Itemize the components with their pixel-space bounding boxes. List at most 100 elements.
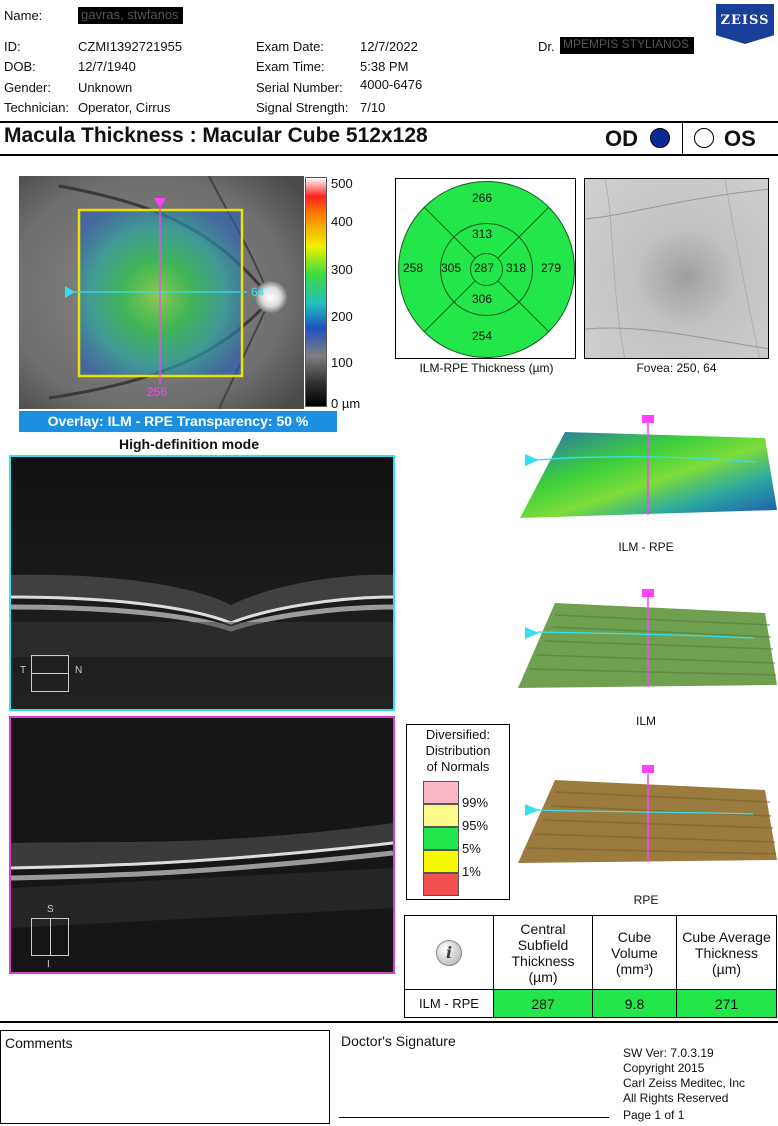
summary-table: i Central Subfield Thickness (µm) Cube V… <box>404 915 777 1018</box>
mode-label: High-definition mode <box>119 436 259 452</box>
horizontal-bscan-svg <box>11 457 393 709</box>
value-cube-average: 271 <box>676 989 777 1018</box>
normals-title-2: Distribution <box>425 743 491 758</box>
exam-date-label: Exam Date: <box>256 39 324 54</box>
thickness-color-scale <box>305 177 327 407</box>
header-central-subfield: Central Subfield Thickness (µm) <box>493 915 593 990</box>
row-label-ilm-rpe: ILM - RPE <box>404 989 494 1018</box>
exam-time-value: 5:38 PM <box>360 59 409 74</box>
title-bottom-rule <box>0 154 778 156</box>
overlay-bar: Overlay: ILM - RPE Transparency: 50 % <box>19 411 337 432</box>
page-title: Macula Thickness : Macular Cube 512x128 <box>4 124 428 147</box>
ilm-rpe-surface-caption: ILM - RPE <box>618 540 674 554</box>
etdrs-center: 287 <box>474 261 495 275</box>
signal-label: Signal Strength: <box>256 100 349 115</box>
v-orientation-arrow <box>50 919 51 956</box>
technician-value: Operator, Cirrus <box>78 100 171 115</box>
dob-value: 12/7/1940 <box>78 59 136 74</box>
etdrs-grid-panel: 266 313 258 305 287 318 279 306 254 <box>395 178 576 359</box>
rpe-surface-svg <box>518 765 777 863</box>
etdrs-inferior-outer: 254 <box>472 329 493 343</box>
normals-label-95: 95% <box>462 818 489 833</box>
ilm-surface-3d <box>515 585 777 695</box>
ilm-rpe-surface-svg <box>520 415 777 518</box>
h-orientation-box <box>31 655 69 692</box>
normals-swatch-5-95 <box>423 827 459 850</box>
zeiss-logo: ZEISS <box>716 4 774 44</box>
technician-label: Technician: <box>4 100 70 115</box>
page-number: Page 1 of 1 <box>623 1108 685 1122</box>
normals-swatch-95-99 <box>423 804 459 827</box>
sw-version: SW Ver: 7.0.3.19 <box>623 1046 714 1060</box>
scale-label-0: 0 µm <box>331 396 361 411</box>
gender-label: Gender: <box>4 80 51 95</box>
sw-rights: All Rights Reserved <box>623 1091 729 1105</box>
info-icon[interactable]: i <box>436 939 462 966</box>
normals-title-1: Diversified: <box>425 727 491 742</box>
comments-box[interactable]: Comments <box>0 1030 330 1124</box>
scale-label-100: 100 <box>331 355 353 370</box>
exam-time-label: Exam Time: <box>256 59 325 74</box>
value-cube-volume: 9.8 <box>592 989 677 1018</box>
ilm-surface-caption: ILM <box>635 714 656 728</box>
scale-label-400: 400 <box>331 214 353 229</box>
software-info: SW Ver: 7.0.3.19 Copyright 2015 Carl Zei… <box>623 1046 745 1106</box>
ilm-rpe-surface-3d <box>515 410 777 525</box>
eye-divider <box>682 121 683 155</box>
h-orientation-arrow <box>32 673 69 674</box>
etdrs-superior-outer: 266 <box>472 191 493 205</box>
orientation-inferior: I <box>47 959 50 970</box>
header-cube-volume: Cube Volume (mm³) <box>592 915 677 990</box>
scale-label-300: 300 <box>331 262 353 277</box>
fovea-caption: Fovea: 250, 64 <box>636 361 717 375</box>
signature-label: Doctor's Signature <box>341 1033 456 1049</box>
sw-copyright: Copyright 2015 <box>623 1061 705 1075</box>
fovea-vessels-svg <box>585 179 768 358</box>
scale-label-200: 200 <box>331 309 353 324</box>
etdrs-inferior-inner: 306 <box>472 292 493 306</box>
orientation-temporal: T <box>20 665 27 676</box>
normals-label-99: 99% <box>462 795 489 810</box>
orientation-superior: S <box>47 904 54 915</box>
vertical-bscan-svg <box>11 718 393 972</box>
os-label: OS <box>724 126 756 151</box>
etdrs-temporal-outer: 258 <box>403 261 424 275</box>
fundus-svg <box>19 175 304 410</box>
etdrs-nasal-inner: 318 <box>506 261 527 275</box>
v-orientation-box <box>31 918 69 956</box>
id-value: CZMI1392721955 <box>78 39 183 54</box>
scale-label-500: 500 <box>331 176 353 191</box>
ilm-surface-svg <box>518 589 777 688</box>
value-central-subfield: 287 <box>493 989 593 1018</box>
signature-line <box>339 1117 609 1118</box>
orientation-nasal: N <box>75 665 83 676</box>
normals-swatch-above-99 <box>423 781 459 804</box>
serial-value: 4000-6476 <box>360 77 423 92</box>
od-label: OD <box>605 126 638 151</box>
etdrs-caption: ILM-RPE Thickness (µm) <box>419 361 554 375</box>
title-top-rule <box>0 121 778 123</box>
horizontal-bscan: T N <box>9 455 395 711</box>
etdrs-nasal-outer: 279 <box>541 261 562 275</box>
od-radio-selected <box>650 128 670 148</box>
rpe-surface-caption: RPE <box>633 893 659 907</box>
rpe-surface-3d <box>515 762 777 872</box>
etdrs-superior-inner: 313 <box>472 227 493 241</box>
fovea-image <box>584 178 769 359</box>
info-cell: i <box>404 915 494 990</box>
etdrs-grid-svg <box>398 181 575 358</box>
vertical-bscan: S I <box>9 716 395 974</box>
doctor-label: Dr. <box>538 39 555 54</box>
serial-label: Serial Number: <box>256 80 343 95</box>
exam-date-value: 12/7/2022 <box>360 39 418 54</box>
normals-swatch-1-5 <box>423 850 459 873</box>
signal-value: 7/10 <box>360 100 386 115</box>
dob-label: DOB: <box>4 59 36 74</box>
h-scan-position: 64 <box>251 285 265 299</box>
normals-legend: Diversified: Distribution of Normals 99%… <box>406 724 510 900</box>
zeiss-logo-text: ZEISS <box>720 13 770 28</box>
fundus-image: 64 256 <box>19 175 304 410</box>
doctor-name-redacted: MPEMPIS STYLIANOS <box>560 37 694 54</box>
footer-rule <box>0 1021 778 1023</box>
gender-value: Unknown <box>78 80 133 95</box>
